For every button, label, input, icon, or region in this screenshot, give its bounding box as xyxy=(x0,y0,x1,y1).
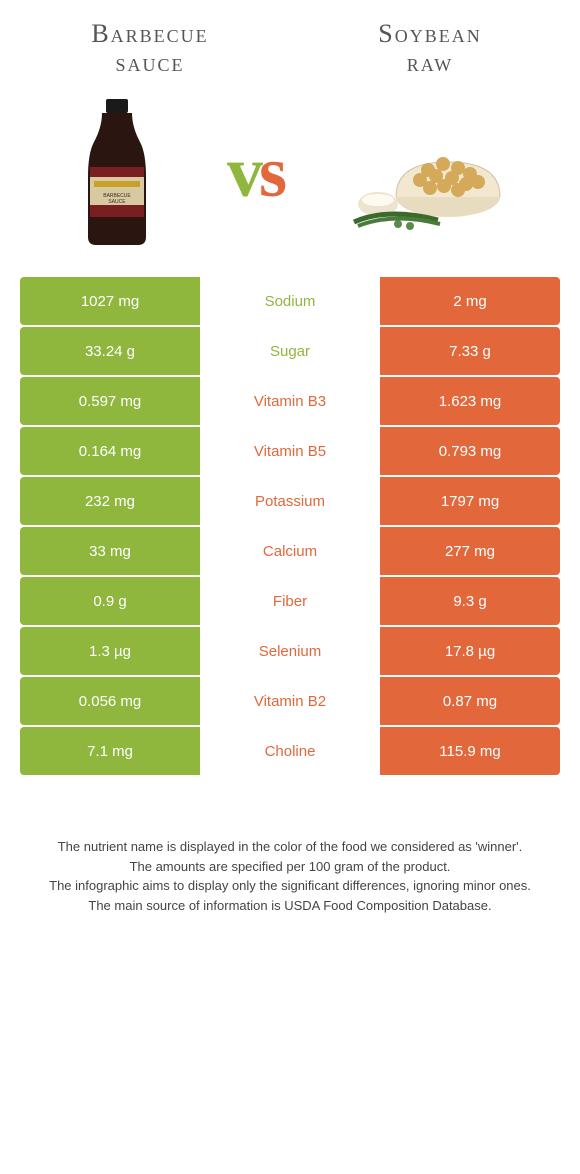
nutrient-name: Vitamin B3 xyxy=(200,377,380,425)
soybean-image xyxy=(348,112,508,232)
left-value: 7.1 mg xyxy=(20,727,200,775)
nutrient-name: Fiber xyxy=(200,577,380,625)
right-value: 277 mg xyxy=(380,527,560,575)
right-title-line2: raw xyxy=(407,48,454,77)
left-value: 0.056 mg xyxy=(20,677,200,725)
nutrient-name: Choline xyxy=(200,727,380,775)
nutrient-name: Potassium xyxy=(200,477,380,525)
table-row: 1027 mgSodium2 mg xyxy=(20,277,560,327)
right-value: 9.3 g xyxy=(380,577,560,625)
right-value: 0.87 mg xyxy=(380,677,560,725)
table-row: 0.164 mgVitamin B50.793 mg xyxy=(20,427,560,477)
table-row: 1.3 µgSelenium17.8 µg xyxy=(20,627,560,677)
nutrient-name: Selenium xyxy=(200,627,380,675)
table-row: 33 mgCalcium277 mg xyxy=(20,527,560,577)
nutrient-name: Vitamin B5 xyxy=(200,427,380,475)
svg-text:SAUCE: SAUCE xyxy=(109,199,127,205)
nutrient-name: Sugar xyxy=(200,327,380,375)
vs-s: s xyxy=(259,132,283,212)
left-value: 0.597 mg xyxy=(20,377,200,425)
left-value: 0.164 mg xyxy=(20,427,200,475)
vs-v: v xyxy=(227,132,259,212)
table-row: 33.24 gSugar7.33 g xyxy=(20,327,560,377)
right-value: 17.8 µg xyxy=(380,627,560,675)
nutrient-name: Vitamin B2 xyxy=(200,677,380,725)
right-title-line1: Soybean xyxy=(378,19,481,48)
left-value: 33.24 g xyxy=(20,327,200,375)
header: Barbecue sauce Soybean raw xyxy=(20,10,560,77)
left-value: 33 mg xyxy=(20,527,200,575)
footer-line2: The amounts are specified per 100 gram o… xyxy=(40,857,540,877)
nutrient-name: Calcium xyxy=(200,527,380,575)
right-value: 2 mg xyxy=(380,277,560,325)
right-value: 115.9 mg xyxy=(380,727,560,775)
table-row: 232 mgPotassium1797 mg xyxy=(20,477,560,527)
hero-row: BARBECUE SAUCE vs xyxy=(20,77,560,277)
footer-line1: The nutrient name is displayed in the co… xyxy=(40,837,540,857)
left-title: Barbecue sauce xyxy=(50,20,250,77)
table-row: 7.1 mgCholine115.9 mg xyxy=(20,727,560,777)
left-title-line1: Barbecue xyxy=(91,19,208,48)
left-value: 1.3 µg xyxy=(20,627,200,675)
nutrient-name: Sodium xyxy=(200,277,380,325)
infographic: Barbecue sauce Soybean raw BARBECUE SAUC… xyxy=(0,0,580,925)
nutrient-table: 1027 mgSodium2 mg33.24 gSugar7.33 g0.597… xyxy=(20,277,560,777)
right-title: Soybean raw xyxy=(330,20,530,77)
right-value: 1.623 mg xyxy=(380,377,560,425)
right-value: 1797 mg xyxy=(380,477,560,525)
vs-label: vs xyxy=(227,131,283,214)
right-value: 0.793 mg xyxy=(380,427,560,475)
left-value: 0.9 g xyxy=(20,577,200,625)
left-value: 1027 mg xyxy=(20,277,200,325)
footer-notes: The nutrient name is displayed in the co… xyxy=(20,837,560,915)
table-row: 0.9 gFiber9.3 g xyxy=(20,577,560,627)
left-value: 232 mg xyxy=(20,477,200,525)
bbq-sauce-image: BARBECUE SAUCE xyxy=(72,97,162,247)
left-title-line2: sauce xyxy=(115,48,184,77)
table-row: 0.597 mgVitamin B31.623 mg xyxy=(20,377,560,427)
table-row: 0.056 mgVitamin B20.87 mg xyxy=(20,677,560,727)
footer-line4: The main source of information is USDA F… xyxy=(40,896,540,916)
right-value: 7.33 g xyxy=(380,327,560,375)
footer-line3: The infographic aims to display only the… xyxy=(40,876,540,896)
